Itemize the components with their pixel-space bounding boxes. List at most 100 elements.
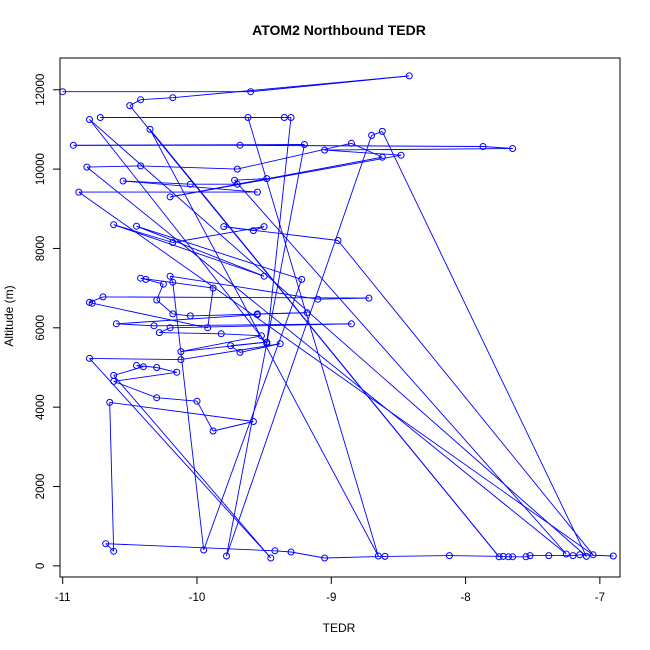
series-segment (234, 178, 267, 181)
series-segment (212, 421, 254, 432)
data-point (110, 221, 118, 229)
data-point (244, 114, 252, 121)
y-tick-label: 4000 (35, 394, 47, 420)
data-point (119, 177, 127, 185)
data-point (509, 145, 517, 152)
data-point (509, 553, 517, 561)
data-point (280, 114, 288, 121)
series-segment (140, 97, 173, 101)
data-point (298, 275, 306, 283)
series-segment (123, 180, 258, 193)
data-point (223, 552, 230, 560)
data-point (374, 552, 382, 560)
series-segment (159, 327, 171, 334)
y-axis: 0 2000 4000 6000 8000 10000 12000 (35, 74, 61, 569)
data-point (139, 363, 147, 371)
data-point (102, 540, 110, 548)
series-segment (381, 131, 587, 557)
series-segment (113, 375, 272, 559)
series-segment (226, 135, 373, 557)
data-point (137, 96, 145, 104)
y-tick-label: 2000 (35, 474, 47, 500)
data-point (75, 188, 83, 196)
data-point (166, 324, 174, 332)
y-tick-label: 0 (35, 563, 47, 569)
series-segment (239, 144, 484, 147)
series-segment (180, 335, 262, 353)
series-layer (59, 72, 617, 562)
data-point (287, 548, 295, 556)
series-segment (337, 240, 594, 556)
series-segment (247, 117, 379, 557)
data-point (378, 153, 386, 161)
data-point (505, 553, 512, 561)
chart-title: ATOM2 Northbound TEDR (252, 22, 426, 38)
data-point (569, 552, 577, 560)
series-segment (92, 302, 208, 329)
data-point (249, 227, 257, 235)
series-segment (89, 301, 93, 304)
data-point (247, 88, 255, 96)
data-point (126, 102, 134, 110)
series-segment (102, 296, 369, 299)
x-tick-label: -9 (326, 592, 336, 604)
data-point (204, 324, 212, 332)
series-segment (78, 191, 594, 556)
x-tick-label: -7 (595, 592, 605, 604)
series-segment (149, 129, 500, 558)
series-segment (221, 333, 262, 337)
data-point (220, 223, 228, 231)
data-point (314, 295, 322, 303)
data-point (263, 338, 271, 346)
series-segment (140, 165, 238, 170)
data-point (589, 551, 597, 559)
series-segment (159, 332, 222, 335)
data-point (253, 188, 261, 196)
data-point (378, 127, 386, 135)
data-point (169, 310, 177, 318)
series-segment (237, 142, 352, 170)
series-segment (223, 226, 254, 232)
series-segment (109, 402, 115, 552)
series-segment (109, 401, 254, 422)
data-point (133, 362, 140, 369)
y-tick-label: 8000 (35, 236, 47, 262)
series-segment (207, 288, 214, 328)
series-segment (230, 341, 267, 347)
x-tick-label: -11 (55, 592, 71, 604)
series-segment (180, 343, 281, 361)
x-tick-label: -10 (189, 592, 206, 604)
data-point (249, 418, 257, 425)
x-axis: -11 -10 -9 -8 -7 (55, 576, 605, 604)
series-segment (234, 179, 567, 555)
y-tick-label: 10000 (35, 153, 47, 185)
series-segment (113, 380, 157, 399)
series-segment (105, 543, 275, 552)
data-point (526, 552, 534, 560)
data-point (321, 554, 329, 562)
series-segment (172, 226, 265, 243)
data-point (86, 116, 93, 123)
data-point (186, 180, 194, 188)
data-point (365, 294, 373, 302)
data-point (159, 280, 167, 288)
series-segment (170, 275, 318, 300)
data-point (86, 354, 93, 362)
series-segment (140, 277, 214, 289)
data-point (347, 139, 355, 147)
data-point (576, 551, 584, 559)
data-point (236, 348, 244, 356)
data-point (233, 180, 241, 188)
data-point (155, 329, 163, 337)
data-point (233, 165, 241, 173)
data-point (153, 364, 161, 371)
series-segment (257, 312, 308, 315)
x-axis-label: TEDR (323, 621, 356, 635)
data-point (69, 141, 77, 149)
series-segment (237, 178, 267, 185)
data-point (300, 141, 308, 148)
series-segment (170, 156, 383, 198)
data-point (263, 175, 271, 183)
